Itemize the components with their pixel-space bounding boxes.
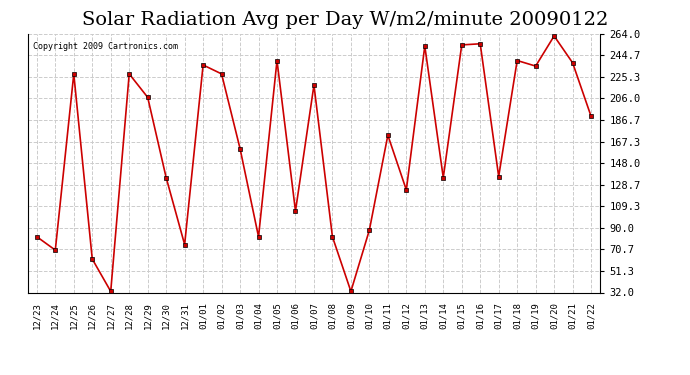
Text: Copyright 2009 Cartronics.com: Copyright 2009 Cartronics.com <box>33 42 178 51</box>
Text: Solar Radiation Avg per Day W/m2/minute 20090122: Solar Radiation Avg per Day W/m2/minute … <box>82 11 608 29</box>
